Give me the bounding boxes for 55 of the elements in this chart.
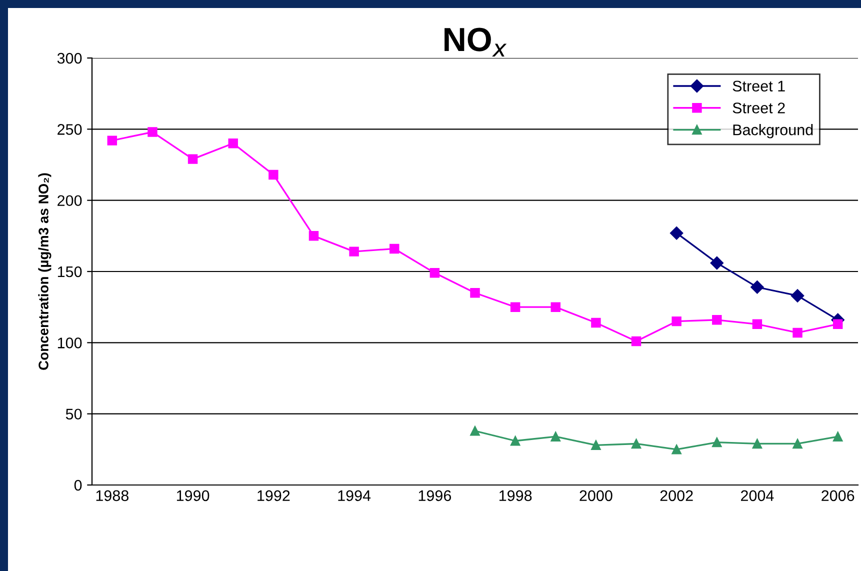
- point: [430, 268, 440, 278]
- point: [832, 432, 843, 442]
- point: [228, 138, 238, 148]
- y-tick-label: 300: [57, 52, 82, 64]
- x-tick-label: 1996: [418, 490, 452, 502]
- point: [148, 127, 158, 137]
- point: [672, 444, 682, 454]
- x-tick-label: 2006: [822, 490, 854, 502]
- y-axis-title: Concentration (µg/m3 as NO₂): [38, 173, 52, 370]
- x-tick-label: 2004: [740, 490, 774, 502]
- x-tick-label: 1994: [338, 490, 371, 502]
- point: [470, 426, 480, 436]
- point: [349, 246, 359, 256]
- point: [550, 432, 560, 442]
- point: [470, 288, 480, 298]
- x-tick-label: 2000: [580, 490, 612, 502]
- point: [550, 302, 560, 312]
- point: [308, 231, 319, 241]
- x-tick-label: 1990: [176, 490, 210, 502]
- point: [832, 319, 843, 330]
- y-tick-label: 50: [66, 408, 82, 420]
- point: [670, 226, 684, 240]
- point: [712, 437, 722, 448]
- point: [750, 280, 764, 294]
- point: [710, 256, 724, 270]
- point: [591, 440, 601, 450]
- point: [390, 244, 400, 254]
- x-tick-label: 2002: [660, 490, 693, 502]
- point: [672, 316, 682, 326]
- point: [712, 315, 722, 325]
- x-tick-label: 1998: [499, 490, 532, 502]
- point: [591, 318, 601, 328]
- point: [510, 436, 520, 446]
- y-tick-label: 150: [58, 266, 82, 278]
- point: [631, 438, 642, 449]
- point: [752, 438, 762, 449]
- point: [107, 136, 118, 146]
- point: [268, 170, 278, 180]
- point: [792, 328, 802, 338]
- point: [790, 289, 804, 302]
- point: [792, 438, 802, 449]
- point: [631, 336, 642, 346]
- y-tick-label: 0: [74, 480, 82, 491]
- y-tick-label: 100: [58, 338, 82, 348]
- point: [752, 319, 762, 330]
- y-tick-label: 250: [58, 124, 82, 135]
- y-tick-label: 200: [58, 195, 82, 206]
- point: [188, 154, 198, 164]
- legend-label: Street 1: [732, 80, 785, 92]
- point: [510, 302, 520, 312]
- x-tick-label: 1988: [96, 490, 128, 502]
- legend-label: Background: [733, 124, 813, 138]
- x-tick-label: 1992: [258, 490, 290, 502]
- chart-title: NO$_{x}$: [444, 28, 507, 56]
- legend-label: Street 2: [732, 102, 785, 114]
